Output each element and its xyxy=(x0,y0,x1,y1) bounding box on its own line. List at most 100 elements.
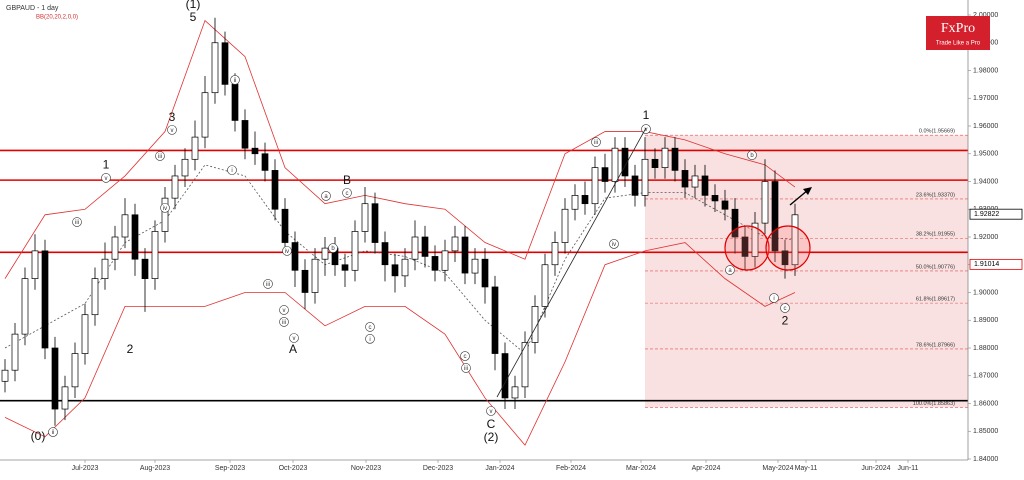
wave-mark-circle xyxy=(769,293,779,303)
wave-mark-label: i xyxy=(773,296,774,302)
wave-mark-label: c xyxy=(464,354,467,360)
y-tick-label: 1.86000 xyxy=(973,400,998,407)
candle-body xyxy=(141,258,149,279)
wave-label: 5 xyxy=(190,10,197,24)
candle-body xyxy=(61,386,69,410)
wave-mark-label: v xyxy=(105,176,108,182)
wave-label: (0) xyxy=(31,429,46,443)
wave-mark-circle xyxy=(365,334,375,344)
wave-mark-circle xyxy=(72,217,82,227)
price-tag-label: 1.92822 xyxy=(974,211,999,218)
x-tick-label: Feb-2024 xyxy=(556,465,586,472)
candle-body xyxy=(671,147,679,171)
wave-mark-label: c xyxy=(346,191,349,197)
y-tick-label: 1.95000 xyxy=(973,151,998,158)
candle-body xyxy=(201,92,209,138)
candle-body xyxy=(301,269,309,293)
candle-body xyxy=(501,353,509,399)
y-tick-label: 1.89000 xyxy=(973,317,998,324)
wave-mark-circle xyxy=(289,333,299,343)
wave-mark-circle xyxy=(365,322,375,332)
wave-mark-circle xyxy=(48,427,58,437)
y-tick-label: 1.88000 xyxy=(973,345,998,352)
candle-body xyxy=(781,250,789,266)
wave-label: A xyxy=(289,342,297,356)
candle-body xyxy=(401,258,409,277)
wave-mark-label: iv xyxy=(285,249,289,255)
candle-body xyxy=(121,214,129,238)
y-tick-label: 2.00000 xyxy=(973,12,998,19)
candle-body xyxy=(231,84,239,121)
candle-body xyxy=(181,158,189,177)
x-tick-label: Apr-2024 xyxy=(692,465,721,472)
x-tick-label: Sep-2023 xyxy=(215,465,245,472)
price-tag xyxy=(969,208,1023,220)
candle-body xyxy=(691,175,699,188)
x-tick-label: Oct-2023 xyxy=(279,465,308,472)
candle-body xyxy=(661,147,669,168)
x-tick-label: Aug-2023 xyxy=(140,465,170,472)
wave-mark-label: v xyxy=(645,127,648,133)
x-tick-label: May-11 xyxy=(795,465,818,472)
wave-mark-circle xyxy=(230,75,240,85)
x-tick-label: Jun-2024 xyxy=(861,465,890,472)
candle-body xyxy=(421,236,429,257)
candle-body xyxy=(381,242,389,266)
candle-body xyxy=(391,264,399,277)
level-layer xyxy=(0,149,968,402)
price-tag xyxy=(969,258,1023,270)
candle-body xyxy=(1,369,9,382)
candle-body xyxy=(171,175,179,199)
wave-mark-circle xyxy=(328,243,338,253)
wave-mark-circle xyxy=(155,151,165,161)
candle-body xyxy=(241,120,249,149)
wave-label: 3 xyxy=(169,110,176,124)
candle-body xyxy=(251,147,259,155)
candle-body xyxy=(731,208,739,238)
candle-body xyxy=(741,236,749,257)
candle-body xyxy=(451,236,459,252)
candle-body xyxy=(211,42,219,94)
wave-mark-label: ii xyxy=(234,78,237,84)
wave-mark-label: c xyxy=(369,325,372,331)
wave-mark-circle xyxy=(591,137,601,147)
fib-label: 0.0%(1.95669) xyxy=(919,129,955,135)
chart-title: GBPAUD - 1 day xyxy=(6,5,59,12)
y-tick-label: 1.97000 xyxy=(973,95,998,102)
annotation-layer: (1)531BAC(2)(0)212vviviiiiiiiiiiiacbivii… xyxy=(31,0,790,444)
logo-text: FxPro xyxy=(941,21,975,36)
wave-mark-circle xyxy=(279,317,289,327)
candle-body xyxy=(341,264,349,271)
candle-body xyxy=(101,258,109,279)
wave-mark-circle xyxy=(747,150,757,160)
candle-body xyxy=(711,195,719,202)
x-tick-label: Mar-2024 xyxy=(626,465,656,472)
candle-body xyxy=(561,208,569,243)
axis-layer: 1.84000 1.85000 1.86000 1.87000 1.88000 1.890… xyxy=(72,12,1023,472)
candle-body xyxy=(371,203,379,243)
wave-mark-label: v xyxy=(171,128,174,134)
wave-mark-circle xyxy=(263,279,273,289)
wave-mark-label: iii xyxy=(158,154,162,160)
candle-body xyxy=(91,278,99,316)
candle-body xyxy=(651,158,659,168)
candle-body xyxy=(531,306,539,343)
wave-mark-circle xyxy=(227,165,237,175)
wave-mark-label: b xyxy=(750,153,754,159)
wave-mark-label: i xyxy=(369,337,370,343)
candle-body xyxy=(361,203,369,232)
candle-body xyxy=(721,200,729,210)
wave-mark-circle xyxy=(486,406,496,416)
candle-body xyxy=(461,236,469,274)
arrow-head xyxy=(803,187,812,195)
wave-mark-label: iv xyxy=(163,206,167,212)
candle-body xyxy=(491,286,499,354)
candle-body xyxy=(31,250,39,279)
fib-label: 61.8%(1.89617) xyxy=(916,297,955,303)
candle-body xyxy=(441,250,449,271)
x-tick-label: Jul-2023 xyxy=(72,465,99,472)
candle-body xyxy=(51,347,59,410)
candle-body xyxy=(21,278,29,335)
y-tick-label: 1.87000 xyxy=(973,373,998,380)
fib-label: 38.2%(1.91955) xyxy=(916,232,955,238)
